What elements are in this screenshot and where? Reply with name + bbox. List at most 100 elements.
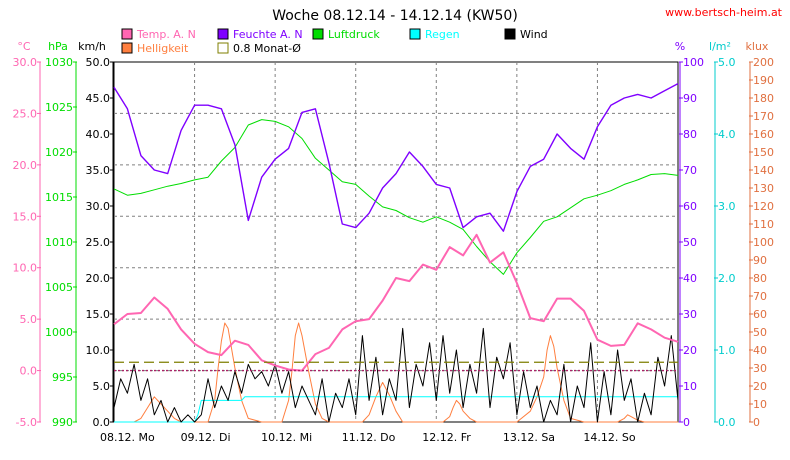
tick-wind-2: 45.0 xyxy=(86,92,111,105)
tick-light-8: 130 xyxy=(753,182,774,195)
axis-unit-wind: km/h xyxy=(78,40,106,53)
tick-pressure-8: 995 xyxy=(52,371,73,384)
tick-rain-3: 3.0 xyxy=(718,200,736,213)
tick-light-10: 110 xyxy=(753,218,774,231)
tick-light-11: 100 xyxy=(753,236,774,249)
tick-light-15: 60 xyxy=(753,308,767,321)
tick-humidity-10: 10 xyxy=(683,380,697,393)
tick-light-16: 50 xyxy=(753,326,767,339)
tick-temp-4: 15.0 xyxy=(13,210,38,223)
tick-light-2: 190 xyxy=(753,74,774,87)
tick-wind-6: 25.0 xyxy=(86,236,111,249)
tick-pressure-3: 1020 xyxy=(45,146,73,159)
tick-temp-6: 5.0 xyxy=(20,313,38,326)
tick-temp-7: 0.0 xyxy=(20,365,38,378)
tick-light-17: 40 xyxy=(753,344,767,357)
tick-wind-10: 5.0 xyxy=(93,380,111,393)
x-day-label-3: 10.12. Mi xyxy=(261,431,312,444)
tick-pressure-5: 1010 xyxy=(45,236,73,249)
tick-rain-5: 1.0 xyxy=(718,344,736,357)
axis-unit-pressure: hPa xyxy=(48,40,68,53)
tick-pressure-2: 1025 xyxy=(45,101,73,114)
series-line-feuchte-a-n xyxy=(113,82,679,232)
tick-wind-11: 0.0 xyxy=(93,416,111,429)
tick-pressure-1: 1030 xyxy=(45,56,73,69)
tick-temp-2: 25.0 xyxy=(13,107,38,120)
legend-swatch-5 xyxy=(312,28,324,40)
legend-label-3: Feuchte A. N xyxy=(233,28,303,41)
tick-humidity-4: 70 xyxy=(683,164,697,177)
tick-humidity-1: 100 xyxy=(683,56,704,69)
tick-light-13: 80 xyxy=(753,272,767,285)
tick-wind-3: 40.0 xyxy=(86,128,111,141)
axis-unit-temp: °C xyxy=(17,40,31,53)
x-day-label-7: 14.12. So xyxy=(583,431,635,444)
tick-rain-1: 5.0 xyxy=(718,56,736,69)
legend-label-2: Helligkeit xyxy=(137,42,189,55)
tick-light-4: 170 xyxy=(753,110,774,123)
right-axes: % l/m² klux10090807060504030201005.04.03.0… xyxy=(675,40,774,429)
series-line-temp-a-n xyxy=(113,233,679,372)
tick-light-9: 120 xyxy=(753,200,774,213)
tick-temp-5: 10.0 xyxy=(13,262,38,275)
tick-humidity-3: 80 xyxy=(683,128,697,141)
tick-pressure-7: 1000 xyxy=(45,326,73,339)
tick-rain-4: 2.0 xyxy=(718,272,736,285)
tick-humidity-7: 40 xyxy=(683,272,697,285)
tick-temp-8: -5.0 xyxy=(16,416,37,429)
tick-humidity-6: 50 xyxy=(683,236,697,249)
axis-unit-light: klux xyxy=(746,40,769,53)
tick-rain-6: 0.0 xyxy=(718,416,736,429)
source-label: www.bertsch-heim.at xyxy=(665,6,783,19)
tick-wind-5: 30.0 xyxy=(86,200,111,213)
legend-label-6: Regen xyxy=(425,28,460,41)
tick-humidity-5: 60 xyxy=(683,200,697,213)
tick-light-3: 180 xyxy=(753,92,774,105)
legend-swatch-3 xyxy=(217,28,229,40)
tick-wind-8: 15.0 xyxy=(86,308,111,321)
legend-swatch-7 xyxy=(504,28,516,40)
series-line-luftdruck xyxy=(113,119,679,275)
axis-unit-humidity: % xyxy=(675,40,685,53)
legend-swatch-2 xyxy=(121,42,133,54)
tick-humidity-2: 90 xyxy=(683,92,697,105)
series-line-wind xyxy=(113,327,679,423)
tick-humidity-8: 30 xyxy=(683,308,697,321)
chart-title: Woche 08.12.14 - 14.12.14 (KW50) xyxy=(272,8,518,24)
plot-frame xyxy=(113,61,679,423)
legend-label-4: 0.8 Monat-Ø xyxy=(233,42,301,55)
legend-label-1: Temp. A. N xyxy=(136,28,196,41)
plot-grid xyxy=(113,61,679,423)
tick-wind-4: 35.0 xyxy=(86,164,111,177)
tick-temp-3: 20.0 xyxy=(13,159,38,172)
tick-temp-1: 30.0 xyxy=(13,56,38,69)
tick-light-5: 160 xyxy=(753,128,774,141)
tick-light-21: 0 xyxy=(753,416,760,429)
x-day-label-2: 09.12. Di xyxy=(181,431,231,444)
x-day-label-1: 08.12. Mo xyxy=(100,431,155,444)
legend-label-5: Luftdruck xyxy=(328,28,380,41)
tick-light-7: 140 xyxy=(753,164,774,177)
x-axis-labels: 08.12. Mo 09.12. Di 10.12. Mi 11.12. Do 12.1… xyxy=(100,431,636,444)
tick-wind-1: 50.0 xyxy=(86,56,111,69)
x-day-label-5: 12.12. Fr xyxy=(422,431,471,444)
tick-light-1: 200 xyxy=(753,56,774,69)
legend-swatch-1 xyxy=(121,28,133,40)
tick-light-14: 70 xyxy=(753,290,767,303)
left-axes: °C hPa km/h 30.0 25.0 20.0 15.0 10.0 5.0 0.0 -5.0 1… xyxy=(13,40,114,429)
axis-unit-rain: l/m² xyxy=(709,40,731,53)
x-day-label-4: 11.12. Do xyxy=(342,431,396,444)
tick-wind-9: 10.0 xyxy=(86,344,111,357)
tick-light-12: 90 xyxy=(753,254,767,267)
tick-light-19: 20 xyxy=(753,380,767,393)
legend-swatch-6 xyxy=(409,28,421,40)
tick-pressure-4: 1015 xyxy=(45,191,73,204)
tick-wind-7: 20.0 xyxy=(86,272,111,285)
tick-light-18: 30 xyxy=(753,362,767,375)
tick-light-20: 10 xyxy=(753,398,767,411)
tick-humidity-9: 20 xyxy=(683,344,697,357)
tick-pressure-9: 990 xyxy=(52,416,73,429)
